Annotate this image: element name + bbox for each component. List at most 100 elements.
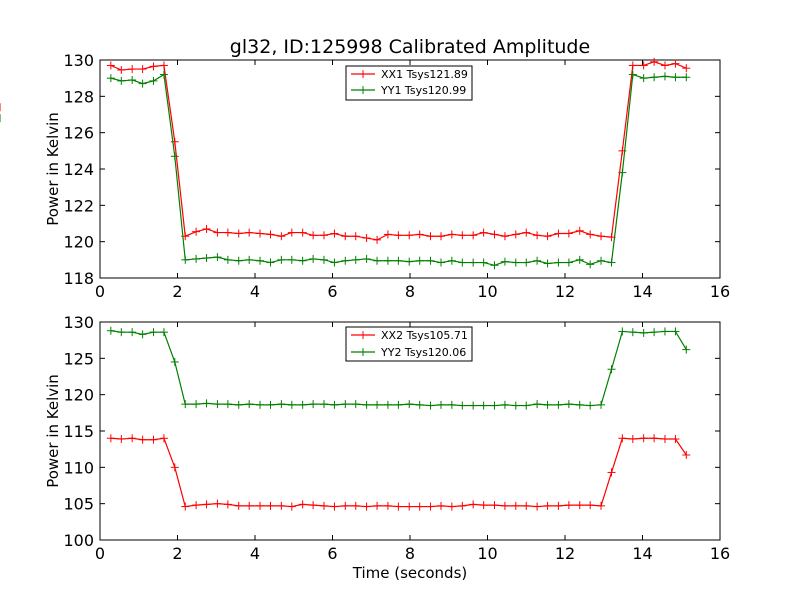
top-data-point [618,168,627,177]
bottom-data-point [394,502,403,511]
bottom-data-point [159,328,168,337]
bottom-data-point [245,400,254,409]
bottom-data-point [586,401,595,410]
bottom-data-point [543,400,552,409]
top-data-point [575,226,584,235]
top-data-point [522,258,531,267]
top-legend-marker-xx1: + [358,67,368,81]
top-data-point [245,228,254,237]
bottom-data-point [266,400,275,409]
top-data-point [533,256,542,265]
bottom-data-point [426,401,435,410]
top-data-point [628,61,637,70]
bottom-data-point [479,501,488,510]
top-data-point [437,232,445,241]
bottom-legend-label-xx2: XX2 Tsys105.71 [381,329,468,342]
bottom-subplot: Power in Kelvin Time (seconds) 0 2 4 6 8 10 12… [44,313,730,582]
bottom-data-point [170,357,179,366]
top-data-point [351,255,360,264]
bottom-data-point [671,327,680,336]
top-data-point [564,229,573,238]
bottom-data-point [490,401,499,410]
top-data-point [298,228,307,237]
bottom-data-point [277,501,286,510]
bottom-data-point [639,328,648,337]
bottom-data-point [309,400,318,409]
top-data-point [650,73,659,82]
top-xtick-label: 2 [172,282,182,301]
bottom-data-point [447,502,456,511]
top-data-point [138,79,147,88]
bottom-legend-label-yy2: YY2 Tsys120.06 [380,346,466,359]
top-data-point [469,231,478,240]
bottom-data-point [149,328,158,337]
bottom-data-point [564,400,573,409]
top-data-point [128,65,137,74]
bottom-data-point [447,400,456,409]
top-data-point [117,65,126,74]
top-data-point [287,228,296,237]
top-data-point [490,261,499,270]
bottom-data-point [405,502,414,511]
bottom-data-point [575,400,584,409]
bottom-xtick-label: 2 [172,544,182,563]
bottom-y-axis-label: Power in Kelvin [44,374,62,488]
top-data-point [298,256,307,265]
bottom-data-point [682,345,691,354]
top-data-point [234,229,243,238]
bottom-data-point [256,501,265,510]
bottom-data-point [128,328,137,337]
top-data-point [479,228,488,237]
top-data-point [256,229,265,238]
bottom-data-point [405,400,414,409]
bottom-data-point [458,501,467,510]
top-legend-marker-yy1: + [358,83,368,97]
top-ytick-label: 122 [63,196,94,215]
top-data-point [660,61,669,70]
top-data-point [106,61,115,70]
bottom-data-point [597,501,606,510]
bottom-legend: + XX2 Tsys105.71 + YY2 Tsys120.06 [345,326,473,362]
bottom-data-point [522,401,531,410]
top-ytick-label: 120 [63,233,94,252]
bottom-data-point [533,502,542,511]
bottom-xtick-label: 10 [477,544,497,563]
bottom-data-point [341,400,350,409]
bottom-data-point [628,434,637,443]
bottom-data-point [138,330,147,339]
top-data-point [447,256,456,265]
bottom-data-point [522,501,531,510]
bottom-data-point [330,502,339,511]
bottom-data-point [650,328,659,337]
bottom-data-point [138,435,147,444]
top-data-point [447,230,456,239]
bottom-data-point [543,501,552,510]
top-data-point [149,62,158,71]
top-xtick-label: 12 [555,282,575,301]
top-ytick-label: 118 [63,269,94,288]
top-data-point [597,256,606,265]
bottom-data-point [202,399,211,408]
top-y-axis-label: Power in Kelvin [44,112,62,226]
bottom-ytick-label: 110 [63,458,94,477]
top-data-point [682,73,691,82]
top-data-point [554,258,563,267]
top-legend-label-xx1: XX1 Tsys121.89 [381,68,468,81]
top-data-point [213,228,222,237]
bottom-ytick-label: 125 [63,349,94,368]
top-data-point [671,59,680,68]
bottom-data-point [159,434,168,443]
top-data-point [149,76,158,85]
bottom-xtick-label: 6 [327,544,337,563]
top-series-lines [0,57,691,270]
bottom-data-point [181,502,190,511]
top-data-point [564,258,573,267]
top-data-point [117,76,126,85]
top-data-point [234,256,243,265]
bottom-data-point [106,434,115,443]
bottom-data-point [671,434,680,443]
bottom-legend-marker-yy2: + [358,345,368,359]
bottom-data-point [298,400,307,409]
top-data-point [426,256,435,265]
top-data-point [245,255,254,264]
